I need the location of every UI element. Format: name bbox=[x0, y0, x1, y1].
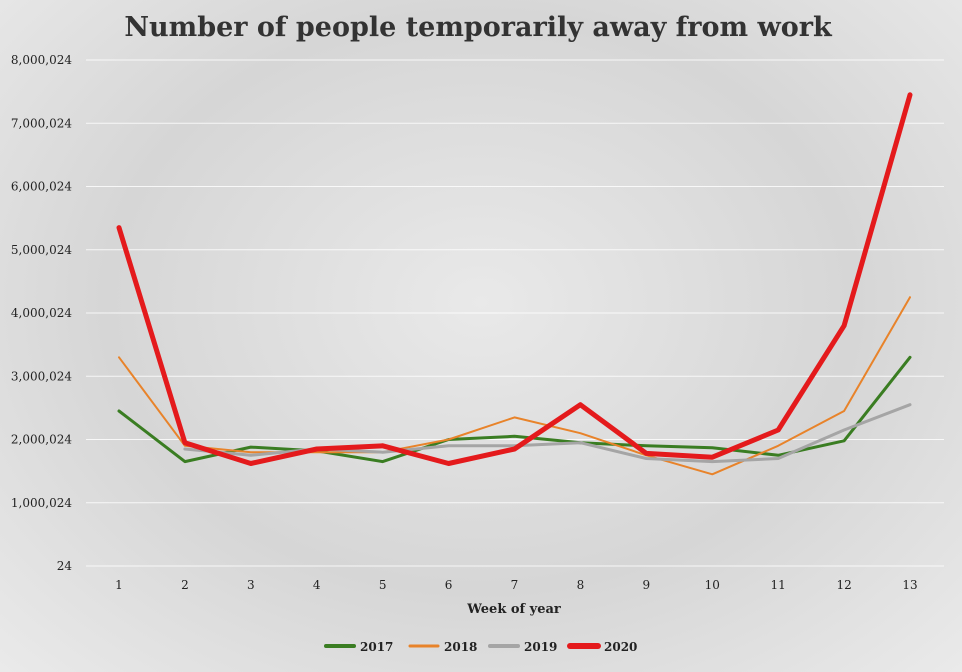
y-tick-label: 3,000,024 bbox=[11, 369, 72, 383]
x-tick-label: 12 bbox=[836, 578, 851, 592]
x-tick-label: 10 bbox=[705, 578, 720, 592]
x-axis-ticks: 1 2 3 4 5 6 7 8 9 10 11 12 13 bbox=[115, 578, 917, 592]
x-tick-label: 3 bbox=[247, 578, 255, 592]
x-tick-label: 4 bbox=[313, 578, 321, 592]
series-line-2018 bbox=[118, 296, 911, 476]
gridlines bbox=[86, 59, 944, 567]
x-tick-label: 13 bbox=[902, 578, 917, 592]
x-tick-label: 2 bbox=[181, 578, 189, 592]
series-line-2020 bbox=[116, 92, 913, 466]
y-tick-label: 1,000,024 bbox=[11, 496, 72, 510]
legend-label-2020: 2020 bbox=[604, 640, 637, 654]
x-tick-label: 11 bbox=[771, 578, 786, 592]
y-tick-label: 7,000,024 bbox=[11, 116, 72, 130]
y-tick-label: 24 bbox=[57, 559, 73, 573]
y-tick-label: 5,000,024 bbox=[11, 243, 72, 257]
x-tick-label: 5 bbox=[379, 578, 387, 592]
x-tick-label: 9 bbox=[643, 578, 651, 592]
legend: 2017 2018 2019 2020 bbox=[324, 640, 637, 654]
x-tick-label: 6 bbox=[445, 578, 453, 592]
x-tick-label: 8 bbox=[577, 578, 585, 592]
series-lines bbox=[116, 92, 913, 476]
y-tick-label: 8,000,024 bbox=[11, 53, 72, 67]
y-tick-label: 6,000,024 bbox=[11, 180, 72, 194]
series-line-2017 bbox=[117, 355, 912, 464]
legend-label-2018: 2018 bbox=[444, 640, 477, 654]
legend-label-2019: 2019 bbox=[524, 640, 557, 654]
y-axis-ticks: 24 1,000,024 2,000,024 3,000,024 4,000,024 5,… bbox=[11, 53, 72, 573]
y-tick-label: 2,000,024 bbox=[11, 433, 72, 447]
x-tick-label: 7 bbox=[511, 578, 519, 592]
x-axis-label: Week of year bbox=[466, 602, 561, 617]
y-tick-label: 4,000,024 bbox=[11, 306, 72, 320]
chart-title: Number of people temporarily away from w… bbox=[124, 12, 833, 43]
x-tick-label: 1 bbox=[115, 578, 123, 592]
legend-label-2017: 2017 bbox=[360, 640, 393, 654]
